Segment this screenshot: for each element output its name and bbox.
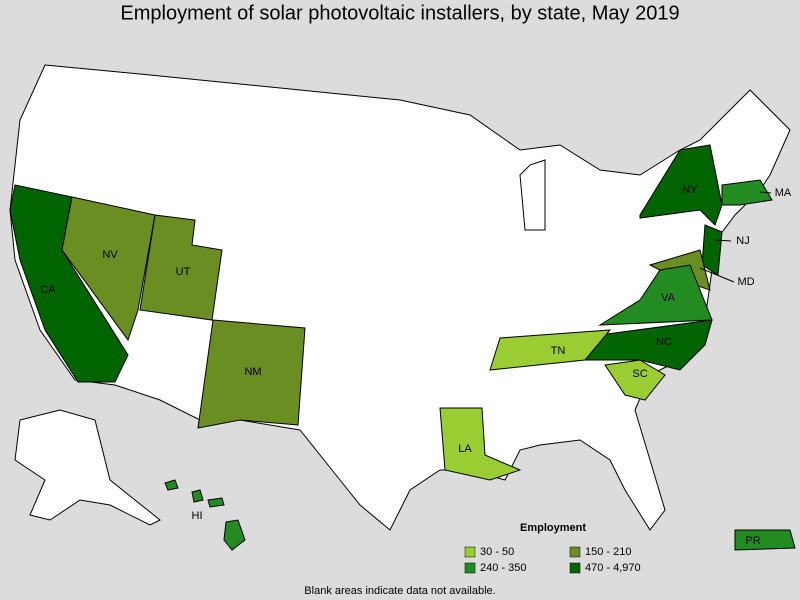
state-shape <box>598 264 713 326</box>
state-label: TN <box>551 345 566 357</box>
state-shape <box>207 497 225 508</box>
state-label: MD <box>737 276 754 288</box>
state-shape <box>639 144 723 226</box>
state-label: PR <box>745 535 760 547</box>
legend-swatch <box>464 562 476 574</box>
state-shape <box>489 329 612 371</box>
leader-line <box>699 267 735 283</box>
map-title: Employment of solar photovoltaic install… <box>120 2 679 24</box>
state-shape <box>223 519 246 551</box>
state-label: MA <box>775 187 792 199</box>
state-label: CA <box>40 284 56 296</box>
state-shape <box>604 359 666 401</box>
legend-swatch <box>569 546 581 558</box>
alaska <box>14 409 161 526</box>
state-label: VA <box>661 292 676 304</box>
legend-label: 30 - 50 <box>480 546 514 558</box>
state-shape <box>734 529 796 551</box>
state-label: UT <box>176 266 191 278</box>
state-label: LA <box>458 443 472 455</box>
state-shape <box>721 179 773 206</box>
legend: Employment 30 - 50 150 - 210 240 - 350 470 … <box>464 522 641 574</box>
state-shape <box>197 319 306 429</box>
state-label: NY <box>682 184 698 196</box>
states: CA NV UT NM NY MA NJ MD VA NC TN SC LA HI PR <box>9 144 796 551</box>
legend-label: 240 - 350 <box>480 562 526 574</box>
state-label: SC <box>632 368 647 380</box>
great-lake <box>519 159 546 231</box>
leader-line <box>714 239 732 242</box>
state-label: NV <box>102 249 118 261</box>
state-shape <box>139 214 223 321</box>
state-shape <box>439 407 522 481</box>
state-label: NM <box>244 366 261 378</box>
state-label: HI <box>192 510 203 522</box>
state-shape <box>191 489 204 503</box>
legend-swatch <box>569 562 581 574</box>
legend-swatch <box>464 546 476 558</box>
state-shape <box>61 196 156 342</box>
leader-line <box>759 191 772 194</box>
footnote: Blank areas indicate data not available. <box>304 585 495 597</box>
state-label: NC <box>656 336 672 348</box>
legend-label: 470 - 4,970 <box>585 562 641 574</box>
state-shape <box>164 479 179 491</box>
legend-label: 150 - 210 <box>585 546 631 558</box>
state-label: NJ <box>736 235 749 247</box>
legend-title: Employment <box>520 522 586 534</box>
